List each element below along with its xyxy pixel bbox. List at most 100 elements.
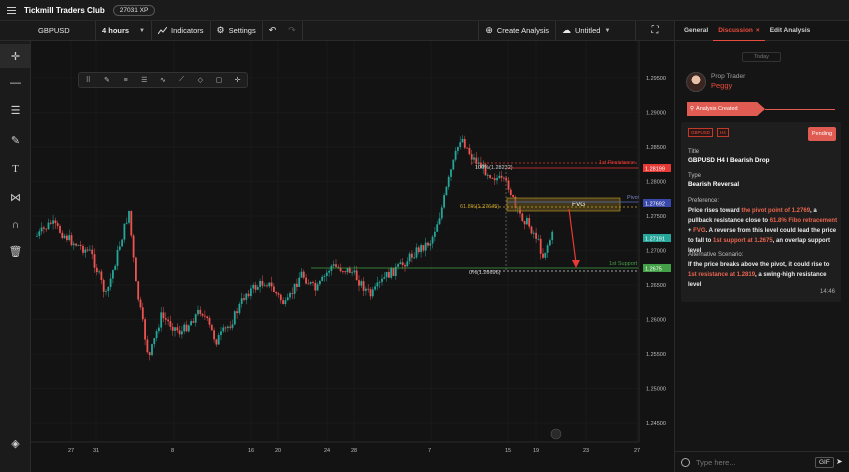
chat-input-bar: GIF ➤: [675, 451, 849, 472]
candle-body: [411, 253, 413, 258]
emoji-icon[interactable]: [681, 457, 690, 467]
candle-body: [82, 245, 84, 253]
chevron-down-icon: ▼: [139, 27, 145, 34]
candle-body: [181, 331, 183, 335]
candle-body: [316, 284, 319, 291]
status-badge: ⚲ Analysis Created: [687, 102, 765, 116]
fib-tool[interactable]: ☰: [0, 98, 31, 122]
price-tick-label: 1.27000: [646, 249, 666, 255]
candle-body: [323, 275, 326, 277]
create-analysis-button[interactable]: ⊕ Create Analysis: [478, 20, 556, 41]
curve-icon[interactable]: ∿: [160, 77, 166, 84]
price-tick-label: 1.29000: [646, 111, 666, 117]
redo-button[interactable]: ↷: [282, 20, 303, 41]
text-icon: T: [12, 163, 19, 175]
chart-canvas[interactable]: 100%(1.28232) 1st Resistance FVG Pivot 6…: [31, 41, 674, 472]
text-tool[interactable]: T: [0, 157, 31, 181]
candle-body: [275, 292, 278, 294]
fullscreen-button[interactable]: ⛶: [636, 21, 674, 41]
candle-body: [167, 319, 169, 322]
tab-edit-analysis[interactable]: Edit Analysis: [765, 21, 816, 41]
candle-body: [498, 175, 501, 179]
candle-body: [105, 291, 107, 292]
candle-body: [266, 285, 268, 287]
candle-body: [227, 326, 229, 328]
candle-body: [362, 281, 365, 291]
chart-toolbar: GBPUSD 4 hours ▼ Indicators ⚙ Settings ↶…: [0, 20, 674, 41]
candle-body: [468, 148, 471, 155]
brush-tool[interactable]: ✎: [0, 128, 31, 152]
candle-body: [247, 293, 250, 297]
symbol-label: GBPUSD: [38, 26, 70, 35]
candle-body: [224, 327, 227, 329]
layout-selector[interactable]: ☁ Untitled ▼: [556, 20, 636, 41]
resistance-price-badge: [643, 164, 671, 172]
frame-icon[interactable]: ▢: [215, 77, 223, 84]
candle-body: [162, 312, 165, 319]
gif-button[interactable]: GIF: [815, 457, 834, 468]
date-tick-label: 27: [68, 448, 74, 454]
undo-button[interactable]: ↶: [263, 21, 283, 41]
date-tick-label: 23: [583, 448, 589, 454]
candle-body: [381, 278, 383, 282]
tab-general-label: General: [684, 27, 709, 34]
price-tick-label: 1.25500: [646, 352, 666, 358]
chat-input[interactable]: [696, 457, 806, 467]
price-chart[interactable]: 100%(1.28232) 1st Resistance FVG Pivot 6…: [31, 41, 674, 472]
lines-icon[interactable]: ≡: [123, 76, 128, 84]
candle-body: [291, 293, 294, 294]
fib-100-label: 100%(1.28232): [475, 165, 513, 171]
tab-general[interactable]: General: [675, 21, 713, 41]
crosshair-tool[interactable]: ✛: [0, 44, 31, 68]
candle-body: [40, 227, 43, 232]
text-align-icon[interactable]: ☰: [141, 77, 148, 84]
layers-tool[interactable]: ◈: [0, 431, 31, 455]
pending-button[interactable]: Pending: [808, 127, 836, 141]
close-icon[interactable]: ×: [755, 26, 760, 34]
analysis-panel: General Discussion × Edit Analysis Today …: [674, 21, 849, 472]
avatar[interactable]: [686, 72, 706, 92]
chevron-down-icon: ▼: [604, 27, 611, 34]
candle-body: [112, 270, 114, 279]
candle-body: [243, 298, 245, 300]
menu-icon[interactable]: [0, 0, 22, 21]
pattern-tool[interactable]: ⋈: [0, 185, 31, 209]
trash-tool[interactable]: 🗑: [0, 239, 31, 263]
candle-body: [397, 264, 399, 267]
candle-body: [183, 324, 186, 332]
candle-body: [222, 327, 225, 332]
goto-realtime-button[interactable]: [550, 428, 562, 440]
magnet-tool[interactable]: ∩: [0, 213, 31, 237]
candle-body: [210, 324, 213, 331]
symbol-selector[interactable]: GBPUSD: [0, 20, 96, 41]
paint-icon[interactable]: ◇: [197, 77, 203, 84]
ruler-icon[interactable]: ⟋: [179, 76, 185, 83]
pen-icon[interactable]: ✎: [104, 77, 110, 84]
candle-body: [484, 164, 487, 176]
indicators-button[interactable]: Indicators: [152, 20, 211, 41]
candle-body: [86, 249, 89, 251]
candle-body: [194, 314, 197, 323]
drag-handle-icon[interactable]: ⠿: [85, 77, 91, 84]
candle-body: [268, 282, 271, 287]
candle-body: [284, 300, 287, 304]
candle-body: [309, 282, 312, 284]
settings-button[interactable]: ⚙ Settings: [211, 20, 263, 41]
candle-body: [259, 280, 261, 288]
trend-line-tool[interactable]: ―: [0, 71, 31, 95]
candle-body: [190, 321, 192, 326]
user-name[interactable]: Peggy: [711, 81, 733, 90]
analysis-title: GBPUSD H4 I Bearish Drop: [688, 157, 770, 164]
tab-discussion[interactable]: Discussion ×: [713, 21, 765, 41]
interval-selector[interactable]: 4 hours ▼: [96, 20, 152, 41]
candle-body: [148, 352, 151, 356]
candle-body: [535, 232, 537, 239]
candle-body: [305, 277, 307, 284]
send-icon[interactable]: ➤: [836, 457, 843, 466]
status-divider: [765, 109, 835, 110]
candle-body: [434, 231, 436, 237]
candle-body: [45, 228, 48, 230]
candle-body: [171, 326, 174, 331]
crosshair-small-icon[interactable]: ✛: [234, 77, 241, 84]
support-price-badge: [643, 264, 671, 272]
